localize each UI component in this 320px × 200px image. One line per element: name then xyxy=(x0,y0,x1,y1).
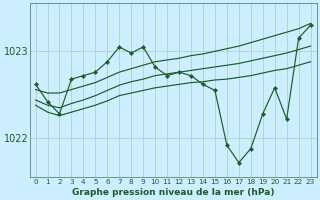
X-axis label: Graphe pression niveau de la mer (hPa): Graphe pression niveau de la mer (hPa) xyxy=(72,188,274,197)
